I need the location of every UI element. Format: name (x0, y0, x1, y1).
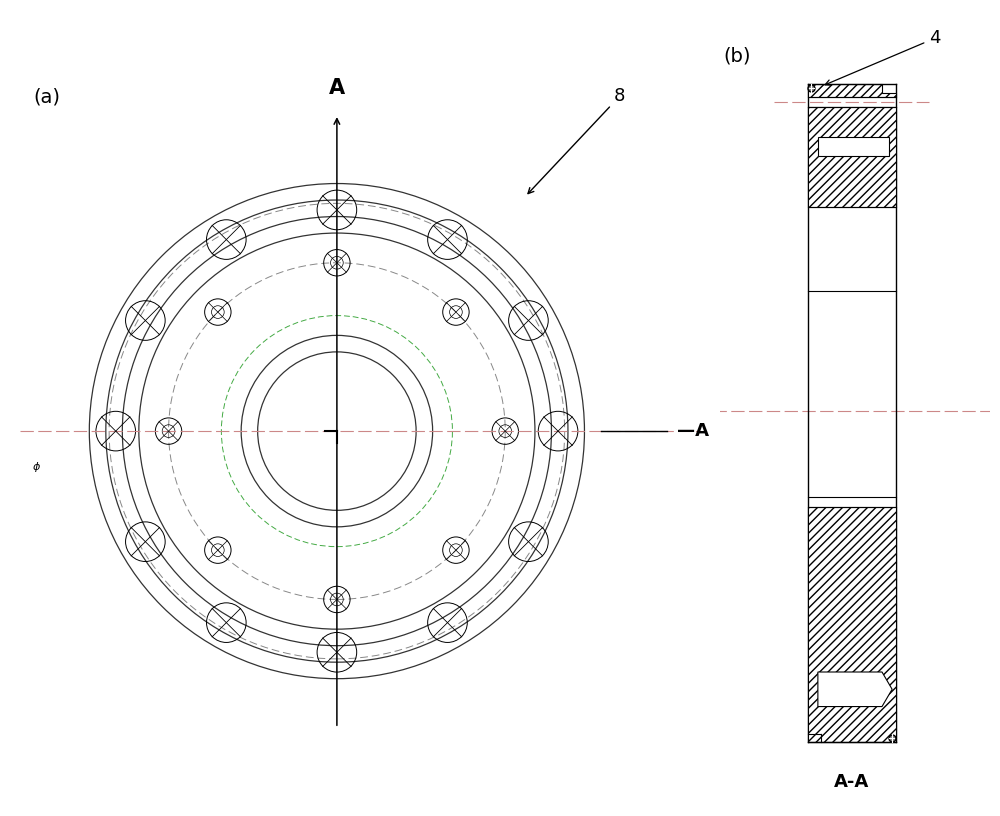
Polygon shape (818, 672, 892, 707)
Text: A-A: A-A (834, 773, 869, 791)
Polygon shape (808, 107, 896, 207)
Text: —A: —A (677, 422, 709, 440)
Polygon shape (808, 507, 896, 742)
Text: A: A (329, 78, 345, 98)
Text: 8: 8 (528, 87, 626, 193)
Polygon shape (818, 137, 889, 157)
Polygon shape (808, 85, 896, 97)
Text: (b): (b) (723, 46, 751, 65)
Text: $\phi$: $\phi$ (32, 460, 41, 474)
Text: (a): (a) (33, 88, 60, 107)
Text: 4: 4 (825, 29, 941, 85)
